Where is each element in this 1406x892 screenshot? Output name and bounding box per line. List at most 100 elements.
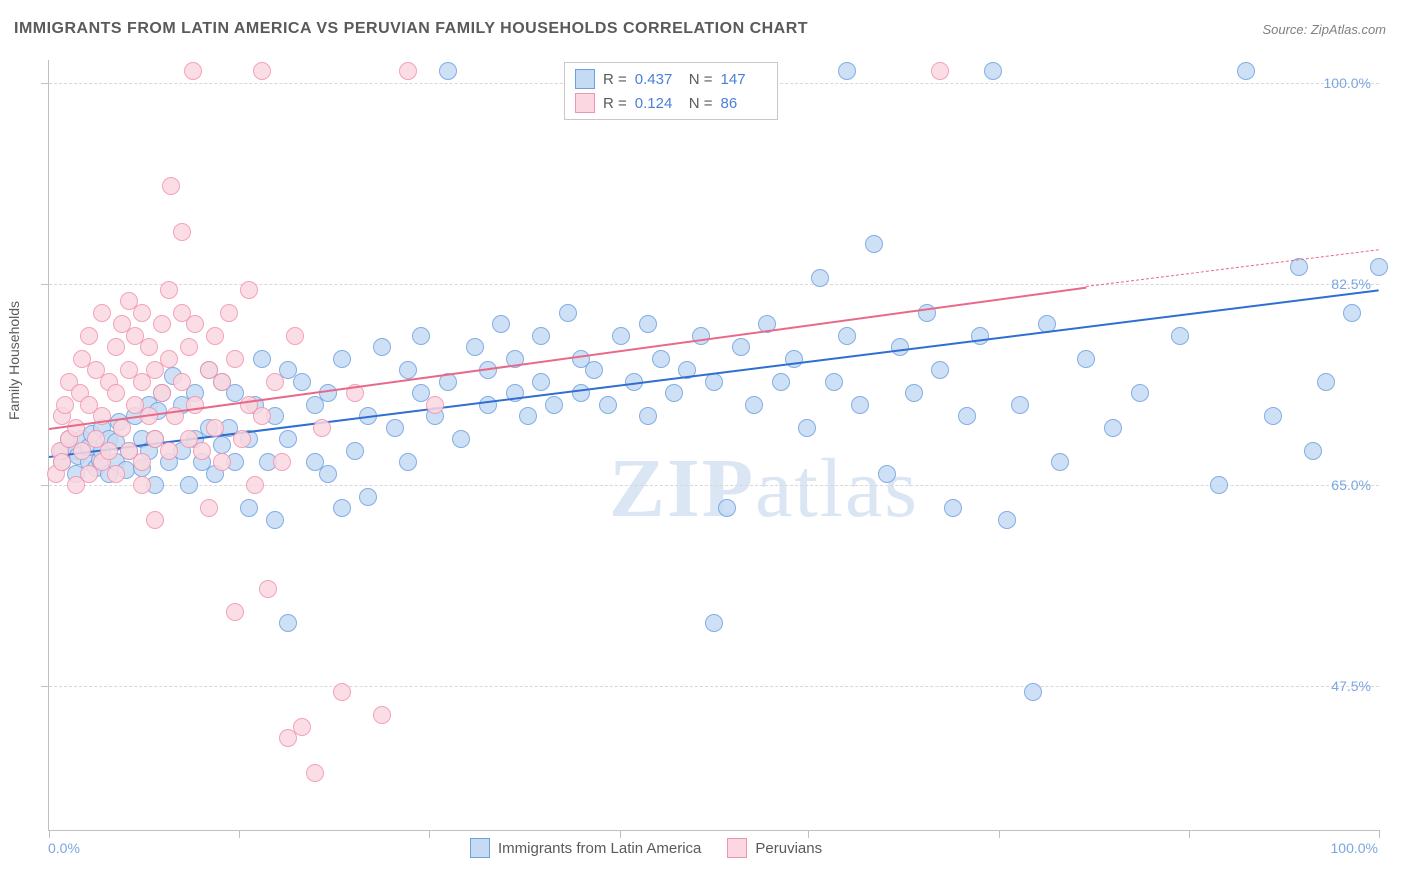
x-tick xyxy=(49,830,50,838)
data-point xyxy=(559,304,577,322)
y-tick-label: 65.0% xyxy=(1331,477,1371,493)
data-point xyxy=(1304,442,1322,460)
data-point xyxy=(226,350,244,368)
data-point xyxy=(692,327,710,345)
data-point xyxy=(233,430,251,448)
data-point xyxy=(286,327,304,345)
data-point xyxy=(226,603,244,621)
swatch-series2-bottom xyxy=(727,838,747,858)
data-point xyxy=(639,407,657,425)
data-point xyxy=(313,419,331,437)
data-point xyxy=(1104,419,1122,437)
y-tick xyxy=(41,485,49,486)
data-point xyxy=(200,499,218,517)
r-label: R = xyxy=(603,95,627,112)
plot-area: ZIPatlas 47.5%65.0%82.5%100.0% xyxy=(48,60,1379,831)
data-point xyxy=(213,453,231,471)
data-point xyxy=(466,338,484,356)
data-point xyxy=(1210,476,1228,494)
n-label: N = xyxy=(689,71,713,88)
x-tick-last: 100.0% xyxy=(1331,840,1378,856)
data-point xyxy=(838,327,856,345)
watermark-zip: ZIP xyxy=(609,442,755,535)
legend-row-series2: R = 0.124 N = 86 xyxy=(575,91,767,115)
data-point xyxy=(1343,304,1361,322)
data-point xyxy=(140,338,158,356)
y-tick-label: 82.5% xyxy=(1331,276,1371,292)
data-point xyxy=(333,683,351,701)
data-point xyxy=(273,453,291,471)
data-point xyxy=(153,384,171,402)
legend-label-series2: Peruvians xyxy=(755,840,822,857)
data-point xyxy=(206,419,224,437)
data-point xyxy=(180,338,198,356)
data-point xyxy=(373,338,391,356)
gridline xyxy=(49,686,1379,687)
data-point xyxy=(53,453,71,471)
data-point xyxy=(213,373,231,391)
data-point xyxy=(944,499,962,517)
legend-item-series2: Peruvians xyxy=(727,838,822,858)
x-tick xyxy=(999,830,1000,838)
data-point xyxy=(878,465,896,483)
data-point xyxy=(253,62,271,80)
data-point xyxy=(811,269,829,287)
n-value-series1: 147 xyxy=(721,71,767,88)
data-point xyxy=(333,350,351,368)
data-point xyxy=(479,396,497,414)
data-point xyxy=(246,476,264,494)
data-point xyxy=(240,281,258,299)
data-point xyxy=(160,350,178,368)
correlation-legend: R = 0.437 N = 147 R = 0.124 N = 86 xyxy=(564,62,778,120)
data-point xyxy=(107,384,125,402)
y-tick xyxy=(41,83,49,84)
data-point xyxy=(80,327,98,345)
data-point xyxy=(532,373,550,391)
r-label: R = xyxy=(603,71,627,88)
x-tick xyxy=(1189,830,1190,838)
data-point xyxy=(984,62,1002,80)
data-point xyxy=(545,396,563,414)
data-point xyxy=(705,614,723,632)
data-point xyxy=(931,361,949,379)
data-point xyxy=(193,442,211,460)
y-axis-label: Family Households xyxy=(6,301,22,420)
data-point xyxy=(173,223,191,241)
x-tick-first: 0.0% xyxy=(48,840,80,856)
data-point xyxy=(745,396,763,414)
data-point xyxy=(100,442,118,460)
y-tick xyxy=(41,686,49,687)
swatch-series1-bottom xyxy=(470,838,490,858)
data-point xyxy=(732,338,750,356)
legend-item-series1: Immigrants from Latin America xyxy=(470,838,701,858)
data-point xyxy=(107,465,125,483)
y-tick-label: 100.0% xyxy=(1324,75,1371,91)
data-point xyxy=(572,384,590,402)
data-point xyxy=(905,384,923,402)
legend-row-series1: R = 0.437 N = 147 xyxy=(575,67,767,91)
data-point xyxy=(220,304,238,322)
data-point xyxy=(186,315,204,333)
x-tick xyxy=(1379,830,1380,838)
data-point xyxy=(266,373,284,391)
x-tick xyxy=(808,830,809,838)
n-label: N = xyxy=(689,95,713,112)
data-point xyxy=(426,396,444,414)
data-point xyxy=(599,396,617,414)
data-point xyxy=(1131,384,1149,402)
data-point xyxy=(825,373,843,391)
data-point xyxy=(399,361,417,379)
chart-title: IMMIGRANTS FROM LATIN AMERICA VS PERUVIA… xyxy=(14,20,808,38)
data-point xyxy=(838,62,856,80)
data-point xyxy=(998,511,1016,529)
data-point xyxy=(319,384,337,402)
series-legend: Immigrants from Latin America Peruvians xyxy=(470,838,822,858)
data-point xyxy=(1011,396,1029,414)
data-point xyxy=(1237,62,1255,80)
data-point xyxy=(133,304,151,322)
data-point xyxy=(133,453,151,471)
data-point xyxy=(266,511,284,529)
data-point xyxy=(1024,683,1042,701)
source-label: Source: ZipAtlas.com xyxy=(1262,22,1386,37)
data-point xyxy=(1370,258,1388,276)
